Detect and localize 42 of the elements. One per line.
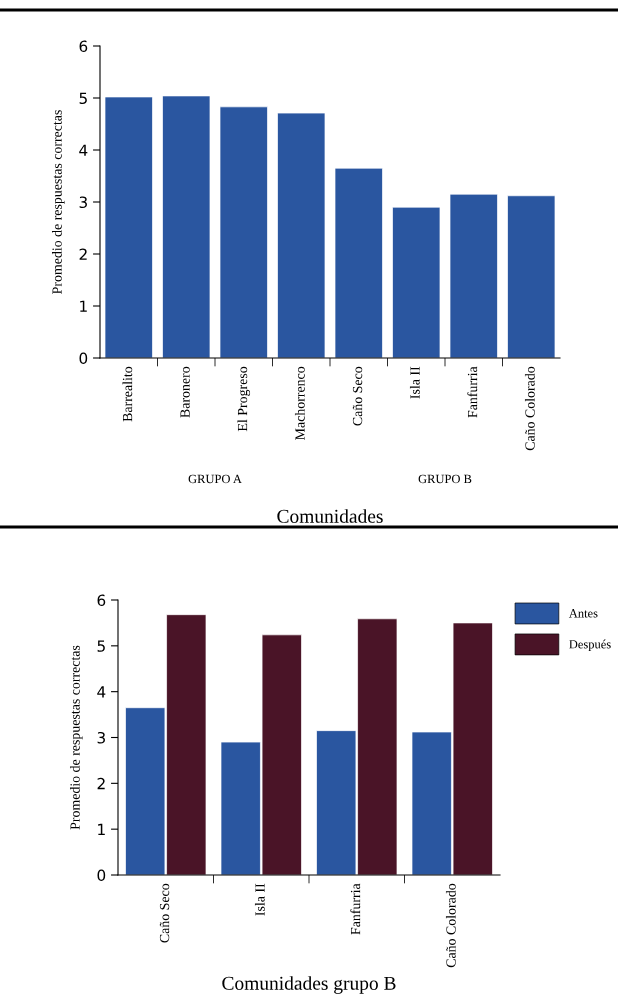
- text: GRUPO A: [188, 474, 242, 484]
- y-tick-label: 2: [97, 777, 105, 790]
- y-tick-label: 3: [79, 196, 87, 209]
- bar: [277, 112, 326, 358]
- y-tick-label: 3: [97, 731, 105, 744]
- y-tick-label: 6: [79, 40, 88, 53]
- y-axis-title: Promedio de respuestas correctas: [69, 645, 83, 830]
- y-tick-label: 5: [79, 92, 87, 105]
- x-axis-title: Comunidades: [277, 509, 383, 523]
- y-tick-label: 4: [79, 144, 88, 156]
- y-tick-label: 2: [79, 248, 87, 260]
- x-tick-label: Baronero: [180, 366, 190, 418]
- y-axis-title: Promedio de respuestas correctas: [51, 110, 65, 294]
- legend-label: Antes: [568, 609, 598, 618]
- bar: [219, 106, 268, 358]
- legend-label: Después: [569, 639, 611, 651]
- text: GRUPO B: [418, 474, 472, 484]
- x-tick-label: Caño Seco: [159, 883, 170, 943]
- bar: [449, 193, 498, 358]
- x-tick-label: Barrealito: [122, 366, 133, 422]
- y-tick-label: 0: [97, 869, 106, 882]
- y-tick-label: 5: [97, 640, 105, 652]
- bar: [104, 96, 153, 358]
- x-tick-label: Machorrenco: [294, 366, 305, 440]
- x-tick-label: Caño Seco: [352, 366, 363, 426]
- bar: [162, 95, 211, 358]
- y-tick-label: 1: [80, 300, 87, 312]
- y-tick-label: 1: [98, 823, 105, 835]
- y-tick-label: 4: [97, 686, 106, 698]
- x-tick-label: Fanfurria: [467, 366, 478, 418]
- y-tick-label: 6: [97, 594, 106, 607]
- bar: [507, 195, 556, 358]
- y-tick-label: 0: [79, 352, 88, 365]
- x-tick-label: Isla II: [409, 366, 420, 399]
- bar: [392, 206, 441, 358]
- x-tick-label: Fanfurria: [350, 883, 361, 935]
- bar: [334, 167, 383, 358]
- x-tick-label: El Progreso: [237, 366, 251, 432]
- x-tick-label: Isla II: [254, 883, 265, 916]
- x-tick-label: Caño Colorado: [524, 366, 535, 451]
- x-tick-label: Caño Colorado: [445, 883, 456, 968]
- x-axis-title: Comunidades grupo B: [222, 976, 396, 994]
